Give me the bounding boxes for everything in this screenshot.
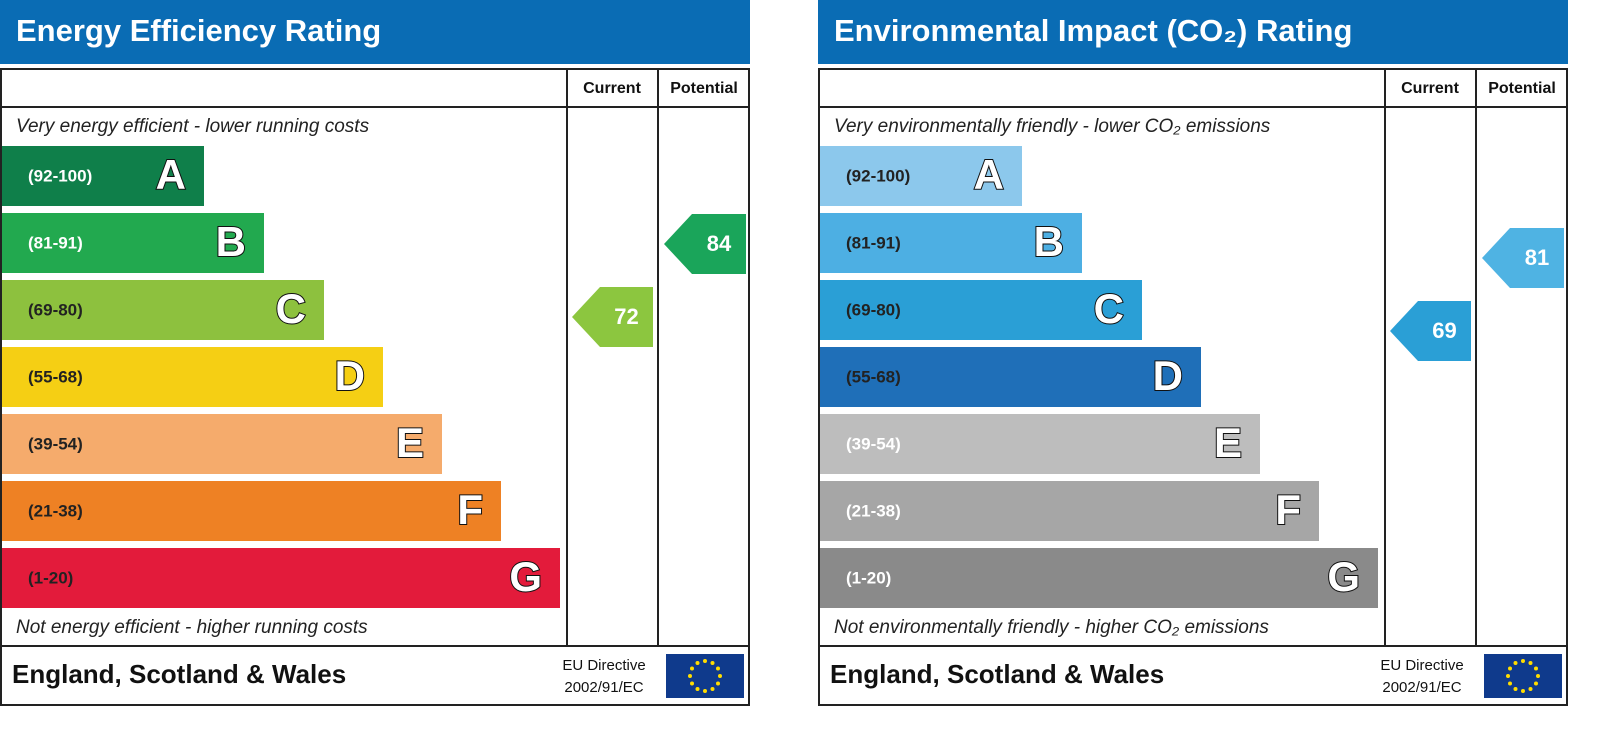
band — [820, 548, 1378, 608]
rating-arrow — [1390, 301, 1471, 361]
band-letter: D — [335, 352, 365, 399]
flag-star — [1506, 674, 1510, 678]
band — [2, 414, 442, 474]
band-range: (69-80) — [28, 300, 83, 319]
title-bar — [0, 0, 750, 64]
band-range: (92-100) — [846, 166, 910, 185]
band — [820, 280, 1142, 340]
band — [2, 481, 501, 541]
rating-panel: Energy Efficiency Rating Current Potential… — [0, 0, 750, 706]
flag-star — [690, 666, 695, 671]
flag-star — [718, 674, 722, 678]
rating-arrow — [572, 287, 653, 347]
band-letter: D — [1153, 352, 1183, 399]
flag-star — [710, 686, 715, 691]
flag-star — [1513, 661, 1518, 666]
band — [820, 213, 1082, 273]
band-letter: A — [974, 151, 1004, 198]
flag-star — [703, 659, 707, 663]
flag-star — [1528, 686, 1533, 691]
band-letter: B — [1034, 218, 1064, 265]
directive: 2002/91/EC — [564, 679, 643, 696]
rating-panel: Environmental Impact (CO₂) Rating Current… — [818, 0, 1568, 706]
band — [2, 146, 204, 206]
band-range: (81-91) — [846, 233, 901, 252]
band-range: (21-38) — [846, 501, 901, 520]
flag-star — [715, 681, 720, 686]
flag-star — [1508, 681, 1513, 686]
band-letter: E — [396, 419, 424, 466]
rating-value: 69 — [1432, 318, 1456, 343]
frame — [818, 68, 1568, 706]
band-range: (55-68) — [846, 367, 901, 386]
panel-title: Energy Efficiency Rating — [16, 13, 381, 48]
top-note: Very environmentally friendly - lower CO… — [834, 116, 1271, 137]
rating-arrow — [1482, 228, 1564, 288]
flag-star — [1513, 686, 1518, 691]
flag-star — [695, 661, 700, 666]
band — [2, 347, 383, 407]
bottom-note: Not energy efficient - higher running co… — [16, 617, 368, 638]
flag-star — [1533, 681, 1538, 686]
flag-star — [688, 674, 692, 678]
column-header: Current — [583, 80, 641, 97]
flag-star — [715, 666, 720, 671]
panel-title: Environmental Impact (CO₂) Rating — [834, 13, 1352, 48]
band — [2, 213, 264, 273]
flag-star — [710, 661, 715, 666]
flag-star — [690, 681, 695, 686]
frame — [0, 68, 750, 706]
band-letter: F — [457, 486, 483, 533]
band-range: (92-100) — [28, 166, 92, 185]
band — [820, 481, 1319, 541]
band-letter: B — [216, 218, 246, 265]
flag-star — [1533, 666, 1538, 671]
flag-star — [1528, 661, 1533, 666]
flag-star — [1521, 659, 1525, 663]
directive: EU Directive — [1380, 657, 1463, 674]
flag-star — [1521, 689, 1525, 693]
flag-star — [1508, 666, 1513, 671]
rating-arrow — [664, 214, 746, 274]
band-letter: G — [1327, 553, 1360, 600]
band-letter: E — [1214, 419, 1242, 466]
band-letter: C — [1094, 285, 1124, 332]
band-range: (39-54) — [846, 434, 901, 453]
band — [820, 347, 1201, 407]
band-range: (21-38) — [28, 501, 83, 520]
column-header: Current — [1401, 80, 1459, 97]
band — [2, 548, 560, 608]
band — [2, 280, 324, 340]
band-letter: F — [1275, 486, 1301, 533]
band — [820, 414, 1260, 474]
band-letter: A — [156, 151, 186, 198]
footer-region: England, Scotland & Wales — [830, 659, 1164, 689]
flag-star — [695, 686, 700, 691]
band-range: (1-20) — [28, 568, 73, 587]
top-note: Very energy efficient - lower running co… — [16, 116, 370, 137]
band-range: (39-54) — [28, 434, 83, 453]
bottom-note: Not environmentally friendly - higher CO… — [834, 617, 1269, 638]
band-letter: C — [276, 285, 306, 332]
band — [820, 146, 1022, 206]
band-range: (81-91) — [28, 233, 83, 252]
band-range: (1-20) — [846, 568, 891, 587]
band-letter: G — [509, 553, 542, 600]
rating-value: 84 — [707, 231, 732, 256]
directive: 2002/91/EC — [1382, 679, 1461, 696]
flag-star — [1536, 674, 1540, 678]
band-range: (55-68) — [28, 367, 83, 386]
column-header: Potential — [1488, 80, 1556, 97]
column-header: Potential — [670, 80, 738, 97]
band-range: (69-80) — [846, 300, 901, 319]
flag-star — [703, 689, 707, 693]
rating-value: 81 — [1525, 245, 1549, 270]
footer-region: England, Scotland & Wales — [12, 659, 346, 689]
directive: EU Directive — [562, 657, 645, 674]
title-bar — [818, 0, 1568, 64]
rating-value: 72 — [614, 304, 638, 329]
